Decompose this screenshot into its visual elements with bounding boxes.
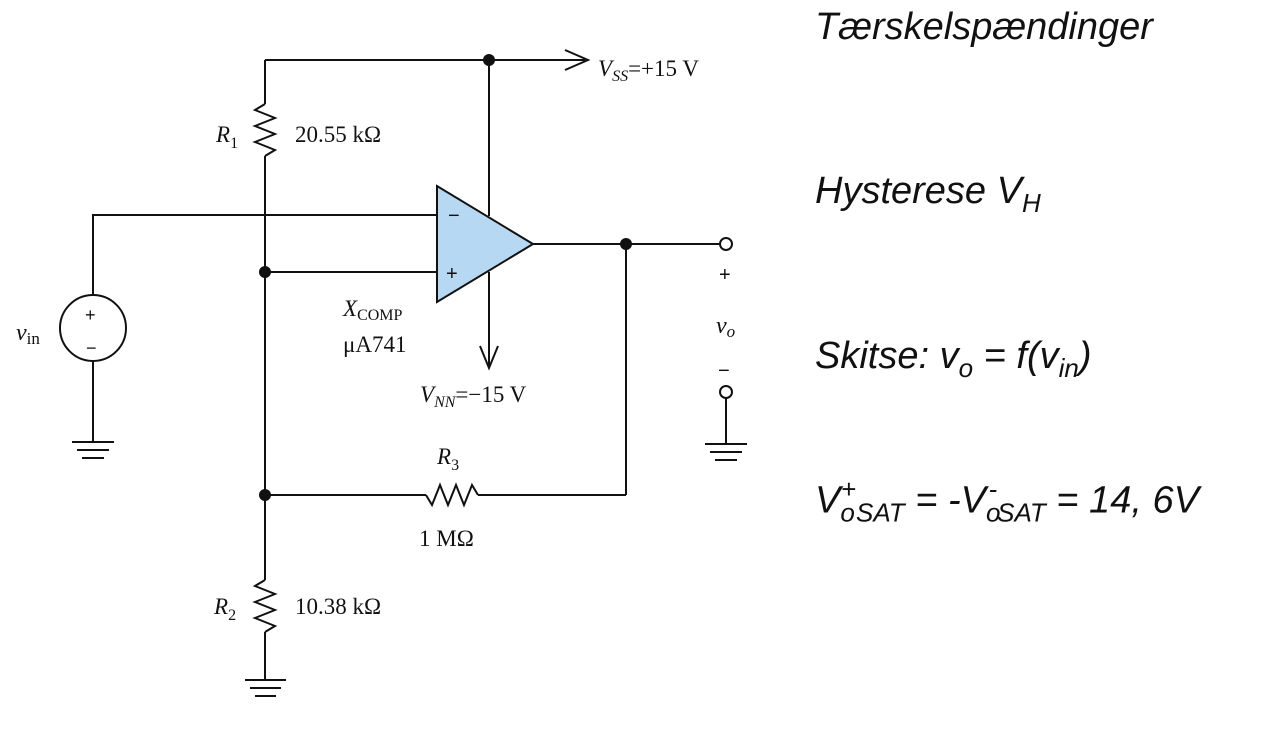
vss-label: VSS=+15 V — [598, 56, 699, 85]
note-hysteresis: Hysterese VH — [815, 170, 1041, 219]
junction-noninv — [259, 266, 271, 278]
opamp-name: XCOMP — [342, 296, 403, 324]
r1-value: 20.55 kΩ — [295, 122, 381, 147]
r2-value: 10.38 kΩ — [295, 594, 381, 619]
source-minus: − — [86, 338, 97, 358]
vss-arrow — [564, 49, 591, 71]
ground-r2 — [245, 679, 286, 697]
output-plus: + — [719, 264, 731, 286]
vnn-label: VNN=−15 V — [420, 382, 527, 411]
r2-name: R2 — [213, 594, 236, 624]
vnn-arrow — [479, 345, 499, 371]
opamp-inv-sign: − — [448, 205, 460, 227]
r1-name: R1 — [215, 122, 238, 152]
ground-source — [72, 441, 114, 459]
note-saturation: Vo+SAT = -Vo-SAT = 14, 6V — [815, 474, 1199, 528]
opamp-model: μA741 — [343, 332, 406, 357]
opamp-noninv-sign: + — [446, 263, 458, 285]
ground-output — [705, 443, 747, 461]
output-terminal-plus — [719, 237, 733, 251]
wire-inverting-input — [92, 214, 437, 303]
source-plus: + — [85, 305, 96, 325]
circuit-diagram: − + + − vin + vo − VSS=+15 V VNN=−15 V R… — [16, 49, 747, 697]
source-label: vin — [16, 320, 40, 348]
r3-value: 1 MΩ — [419, 526, 474, 551]
output-label: vo — [716, 313, 735, 341]
resistor-r1 — [252, 103, 278, 157]
output-terminal-minus — [719, 385, 733, 399]
resistor-r2 — [252, 579, 278, 633]
output-minus: − — [718, 360, 730, 382]
r3-name: R3 — [436, 444, 459, 474]
opamp-triangle — [436, 184, 535, 304]
resistor-r3 — [425, 482, 479, 508]
junction-feedback — [259, 489, 271, 501]
note-sketch: Skitse: vo = f(vin) — [815, 335, 1092, 384]
note-threshold-voltages: Tærskelspændinger — [815, 6, 1153, 48]
